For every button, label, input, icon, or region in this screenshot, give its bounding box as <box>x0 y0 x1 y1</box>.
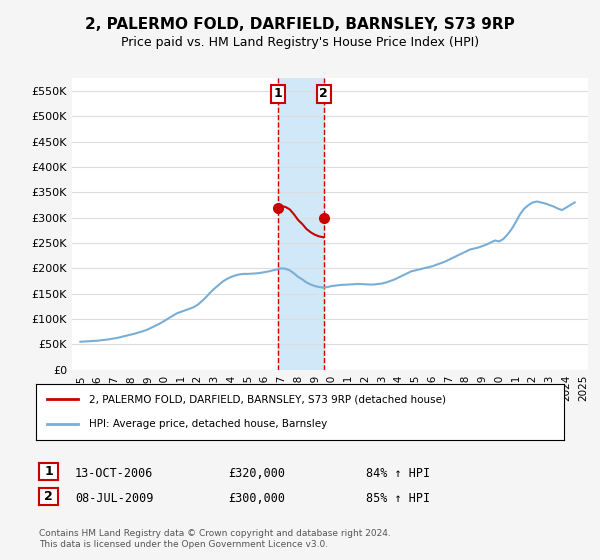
Text: 1: 1 <box>44 465 53 478</box>
Text: 08-JUL-2009: 08-JUL-2009 <box>75 492 154 505</box>
Text: 2: 2 <box>44 490 53 503</box>
Text: 2: 2 <box>319 87 328 100</box>
Bar <box>278 78 323 370</box>
Text: 1: 1 <box>274 87 282 100</box>
Text: 2, PALERMO FOLD, DARFIELD, BARNSLEY, S73 9RP (detached house): 2, PALERMO FOLD, DARFIELD, BARNSLEY, S73… <box>89 394 446 404</box>
Text: £320,000: £320,000 <box>228 466 285 480</box>
Text: 2, PALERMO FOLD, DARFIELD, BARNSLEY, S73 9RP: 2, PALERMO FOLD, DARFIELD, BARNSLEY, S73… <box>85 17 515 32</box>
Text: 13-OCT-2006: 13-OCT-2006 <box>75 466 154 480</box>
Text: Price paid vs. HM Land Registry's House Price Index (HPI): Price paid vs. HM Land Registry's House … <box>121 36 479 49</box>
Text: 85% ↑ HPI: 85% ↑ HPI <box>366 492 430 505</box>
Text: 84% ↑ HPI: 84% ↑ HPI <box>366 466 430 480</box>
Text: HPI: Average price, detached house, Barnsley: HPI: Average price, detached house, Barn… <box>89 419 327 429</box>
Text: £300,000: £300,000 <box>228 492 285 505</box>
Text: Contains HM Land Registry data © Crown copyright and database right 2024.
This d: Contains HM Land Registry data © Crown c… <box>39 529 391 549</box>
